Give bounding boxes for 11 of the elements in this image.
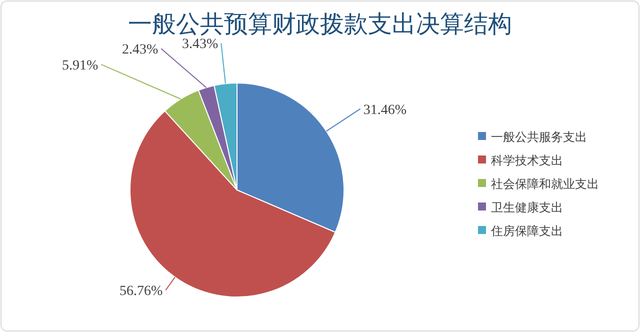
data-label: 5.91% <box>62 58 98 74</box>
data-label: 3.43% <box>182 37 218 52</box>
legend-label: 卫生健康支出 <box>491 200 563 214</box>
data-label: 31.46% <box>363 102 407 118</box>
legend-label: 一般公共服务支出 <box>491 130 587 144</box>
legend-label: 科学技术支出 <box>491 154 563 168</box>
legend-label: 住房保障支出 <box>490 224 563 238</box>
data-label: 2.43% <box>122 42 158 58</box>
chart-title: 一般公共预算财政拨款支出决算结构 <box>128 12 512 38</box>
legend-label: 社会保障和就业支出 <box>491 177 599 191</box>
data-label: 56.76% <box>119 284 163 300</box>
